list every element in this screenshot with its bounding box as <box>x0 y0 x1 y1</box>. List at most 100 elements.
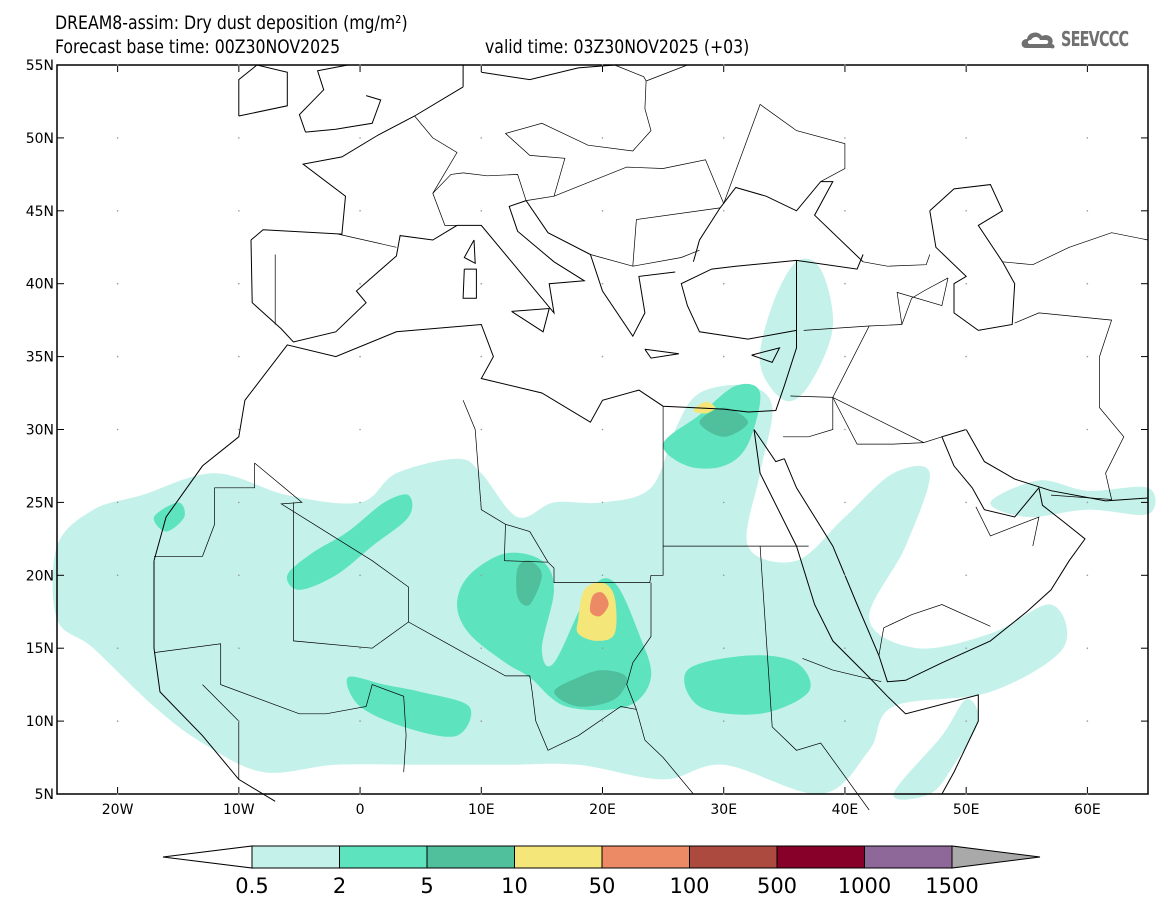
dust-region-level-2 <box>554 670 628 707</box>
grid-dot <box>965 355 967 358</box>
grid-dot <box>844 282 846 285</box>
lon-label: 10E <box>468 802 495 818</box>
grid-dot <box>722 720 725 722</box>
country-border <box>863 254 931 267</box>
lat-label: 55N <box>26 58 54 74</box>
dust-region-level-1 <box>286 494 413 590</box>
lon-label: 50E <box>953 802 980 818</box>
grid-dot <box>238 428 240 431</box>
grid-dot <box>359 720 361 722</box>
country-border <box>462 400 664 583</box>
grid-dot <box>238 64 240 66</box>
coastline <box>250 86 464 241</box>
coastline <box>753 429 785 463</box>
country-border <box>432 172 464 226</box>
grid-dot <box>116 720 119 722</box>
coastline <box>783 428 1149 683</box>
coastline <box>238 64 288 117</box>
lat-label: 20N <box>26 568 54 584</box>
country-border <box>901 277 949 325</box>
lon-label: 0 <box>356 802 365 818</box>
country-border <box>254 462 409 649</box>
grid-dot <box>722 574 725 577</box>
grid-dot <box>238 720 240 722</box>
grid-dot <box>1086 355 1089 358</box>
grid-dot <box>1086 793 1089 795</box>
country-border <box>154 463 255 557</box>
axis-ticks: 55N 50N 45N 40N 35N 30N 25N 20N 15N 10N 5N 20W 10W 0 1… <box>26 58 1148 818</box>
valid-time: valid time: 03Z30NOV2025 (+03) <box>485 36 750 58</box>
grid-dot <box>116 793 119 795</box>
colorbar-label: 500 <box>757 874 797 898</box>
coastline <box>463 239 476 265</box>
country-border <box>975 506 1040 547</box>
country-border <box>832 397 924 445</box>
colorbar-label: 100 <box>669 874 709 898</box>
grid-dot <box>359 64 361 66</box>
grid-dot <box>1086 428 1089 431</box>
grid-dot <box>844 574 846 577</box>
grid-dot <box>844 64 846 66</box>
lat-label: 10N <box>26 714 54 730</box>
grid-dot <box>722 647 725 649</box>
grid-dot <box>116 64 119 66</box>
grid-dot <box>601 210 604 212</box>
grid-dot <box>844 501 846 504</box>
dust-region-level-2 <box>699 407 748 437</box>
country-border <box>408 621 533 692</box>
grid-dot <box>1086 64 1089 66</box>
grid-dot <box>965 793 967 795</box>
dust-region-level-4 <box>589 592 609 617</box>
grid-dot <box>480 428 483 431</box>
dust-region-level-1 <box>153 502 185 532</box>
country-border <box>590 249 700 267</box>
grid-dot <box>359 210 361 212</box>
grid-dot <box>116 355 119 358</box>
country-border <box>896 277 949 325</box>
colorbar-label: 5 <box>420 874 433 898</box>
colorbar-label: 2 <box>333 874 346 898</box>
lon-label: 60E <box>1074 802 1101 818</box>
grid-dot <box>480 282 483 285</box>
grid-dot <box>844 428 846 431</box>
lon-label: 30E <box>710 802 737 818</box>
lon-label: 10W <box>223 802 255 818</box>
lon-label: 40E <box>832 802 859 818</box>
grid-dot <box>238 793 240 795</box>
seevccc-logo: SEEVCCC <box>1018 26 1145 52</box>
grid-dot <box>601 793 604 795</box>
grid-dot <box>359 574 361 577</box>
colorbar-label: 0.5 <box>235 874 268 898</box>
grid-dot <box>480 793 483 795</box>
grid-dot <box>722 137 725 139</box>
grid-dot <box>238 647 240 649</box>
country-border <box>414 115 458 194</box>
grid-dot <box>1086 574 1089 577</box>
grid-dot <box>965 720 967 722</box>
coastline <box>462 268 477 299</box>
grid-dot <box>480 355 483 358</box>
coastline <box>298 64 348 133</box>
coastlines <box>153 64 1149 811</box>
grid-dot <box>238 137 240 139</box>
country-border <box>553 159 725 204</box>
country-border <box>883 604 991 629</box>
grid-dot <box>965 428 967 431</box>
lat-label: 15N <box>26 641 54 657</box>
country-border <box>1014 312 1125 500</box>
colorbar-label: 1500 <box>925 874 978 898</box>
country-border <box>153 643 407 773</box>
coastline <box>250 200 676 343</box>
grid-dot <box>480 574 483 577</box>
coastline <box>511 307 550 333</box>
grid-dot <box>116 501 119 504</box>
dust-region-level-0 <box>893 698 979 800</box>
grid-dot <box>1086 137 1089 139</box>
grid-dot <box>238 501 240 504</box>
grid-dot <box>359 647 361 649</box>
grid-dot <box>116 282 119 285</box>
grid-dot <box>116 574 119 577</box>
grid-dot <box>1086 210 1089 212</box>
grid-dot <box>116 428 119 431</box>
